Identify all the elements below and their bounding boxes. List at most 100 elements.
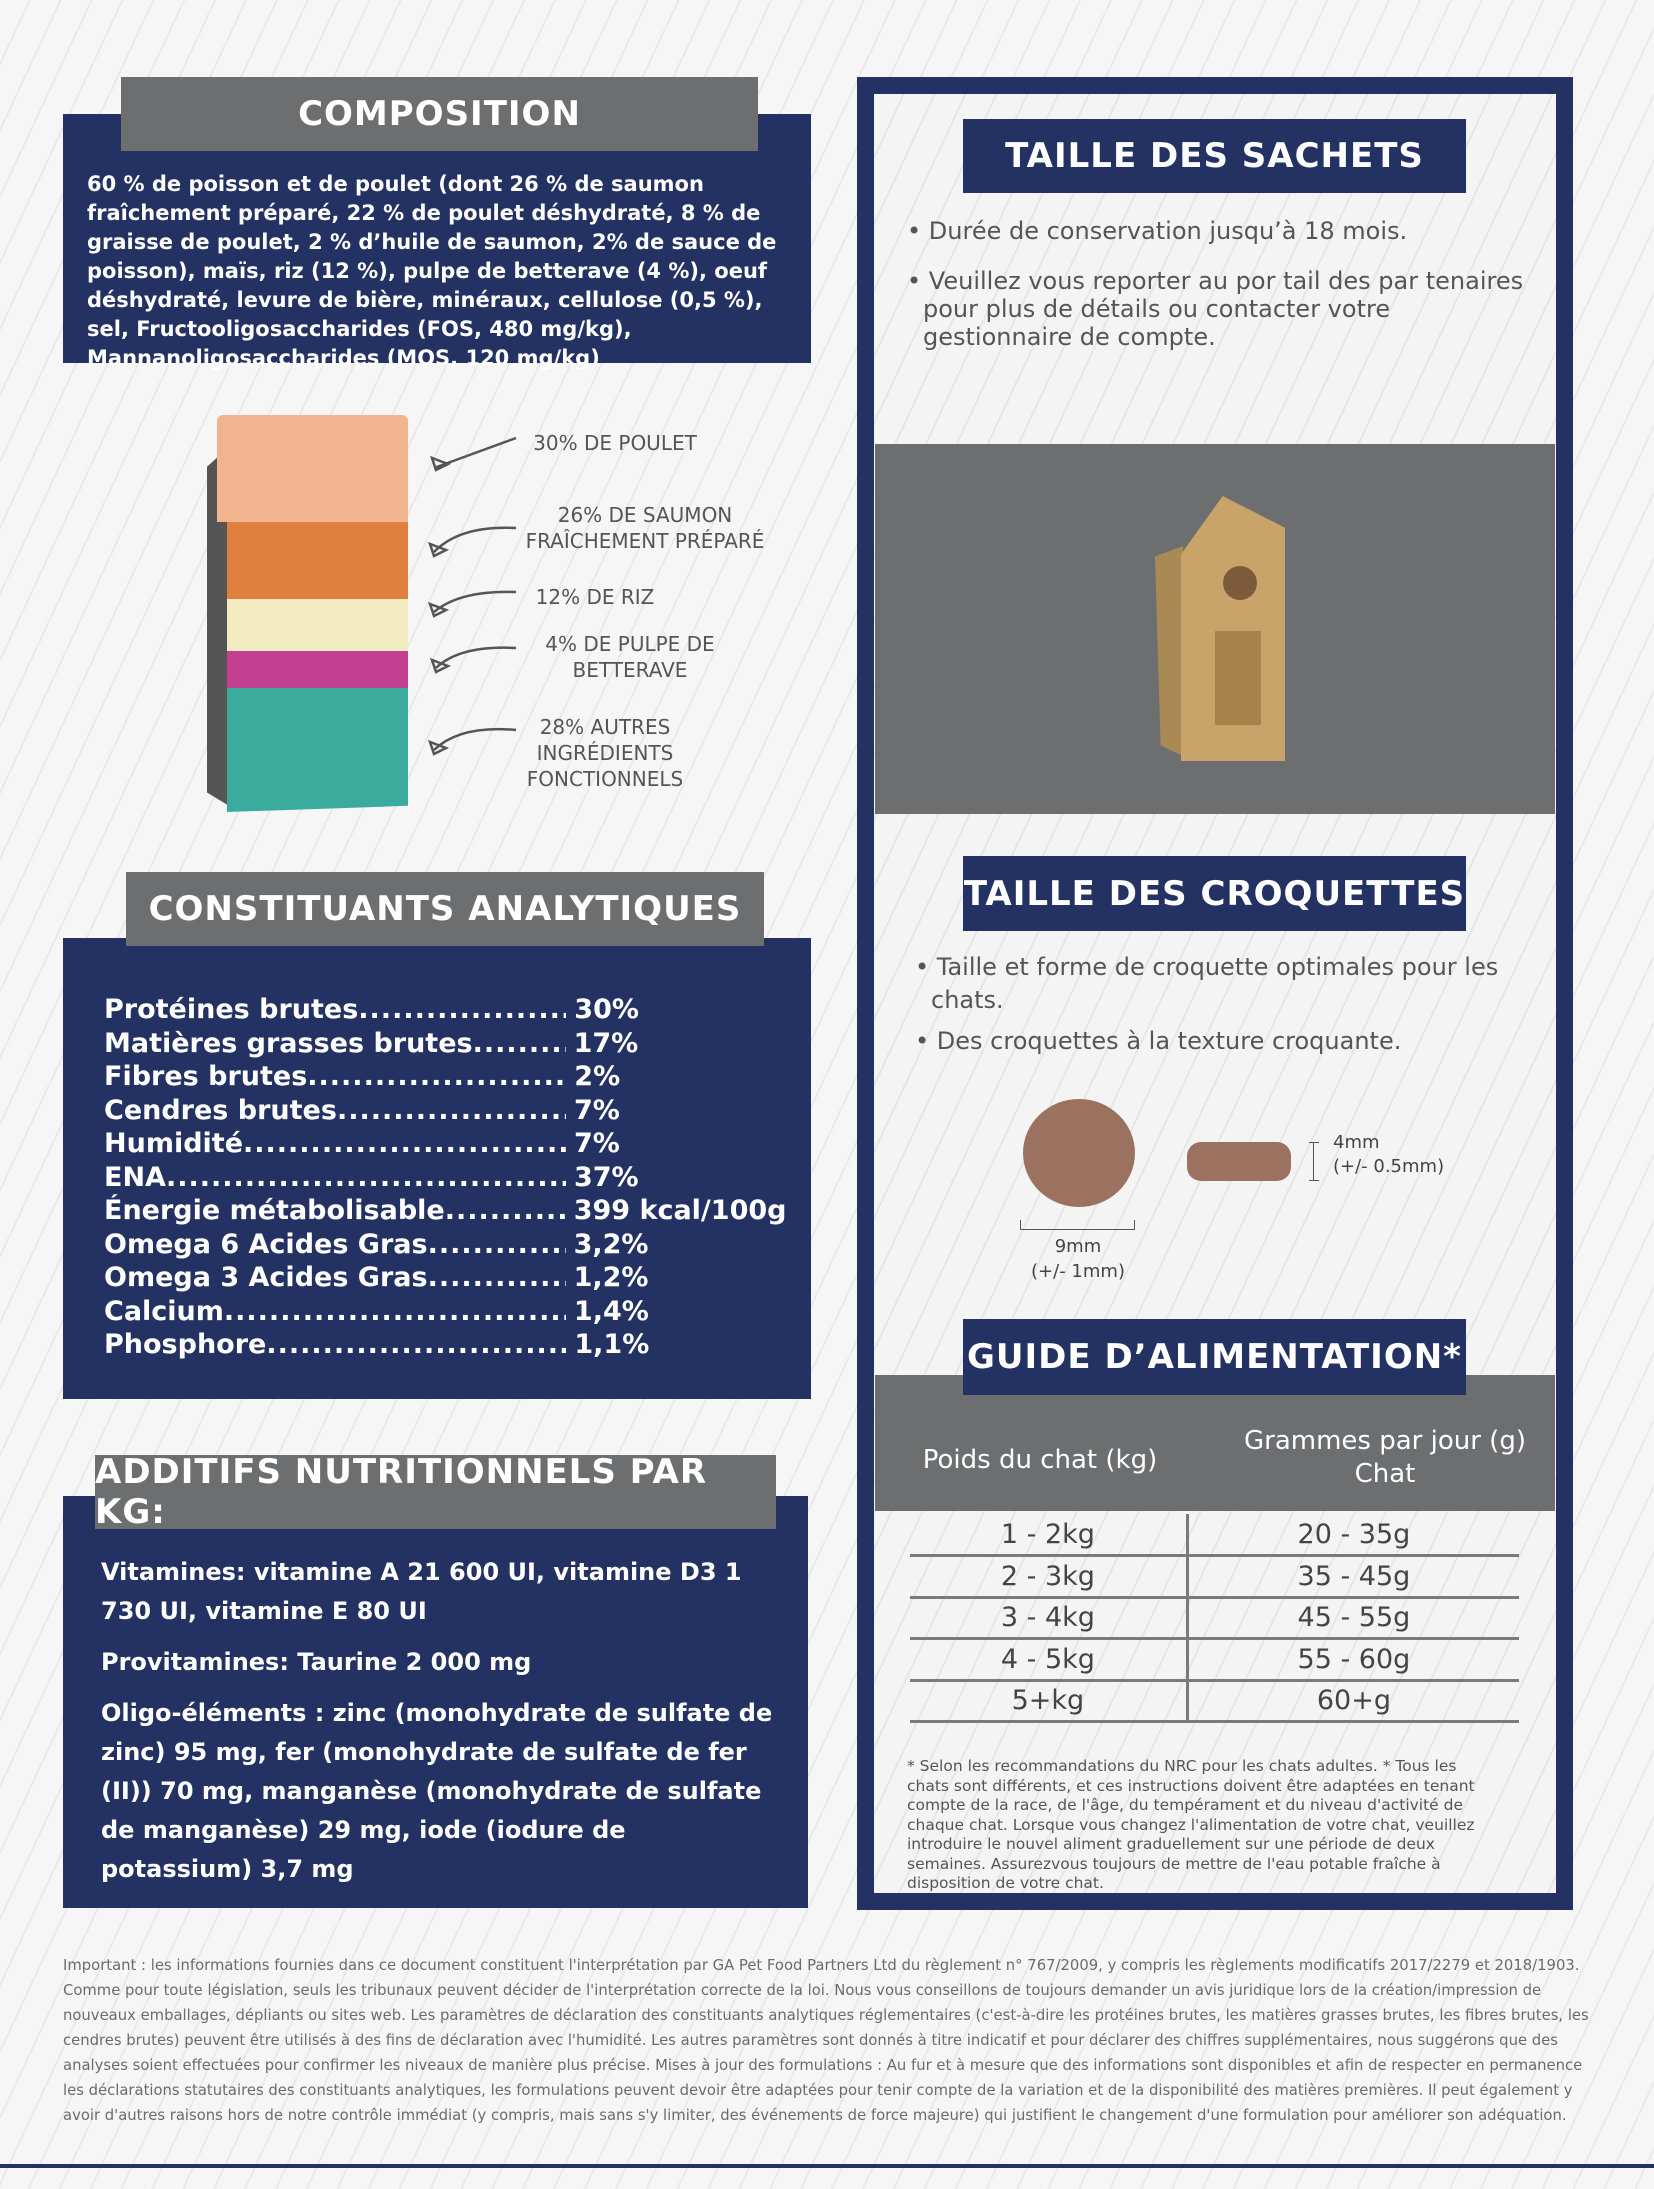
additifs-vitamines: Vitamines: vitamine A 21 600 UI, vitamin… xyxy=(101,1558,742,1625)
sachets-bullet: • Veuillez vous reporter au por tail des… xyxy=(907,267,1524,351)
constituant-row: Omega 3 Acides Gras ....................… xyxy=(104,1261,786,1295)
constituant-row: Fibres brutes ..........................… xyxy=(104,1060,786,1094)
weight-cell: 1 - 2kg xyxy=(910,1514,1189,1557)
constituant-row: Cendres brutes .........................… xyxy=(104,1094,786,1128)
grams-cell: 20 - 35g xyxy=(1187,1514,1519,1557)
guide-col-weight: Poids du chat (kg) xyxy=(922,1445,1158,1475)
dot-leader: ........................................… xyxy=(266,1329,566,1360)
thickness-marker xyxy=(1309,1142,1319,1181)
label-line: INGRÉDIENTS xyxy=(536,741,674,765)
constituant-value: 7% xyxy=(573,1094,620,1126)
guide-col-grams-line2: Chat xyxy=(1354,1459,1416,1489)
kibble-round xyxy=(1023,1099,1135,1207)
constituant-name: ENA xyxy=(104,1161,166,1193)
guide-title: GUIDE D’ALIMENTATION* xyxy=(963,1319,1466,1395)
additifs-panel: Vitamines: vitamine A 21 600 UI, vitamin… xyxy=(63,1496,808,1908)
bag-segment-autres xyxy=(227,688,408,812)
croquettes-bullet: • Des croquettes à la texture croquante. xyxy=(915,1027,1402,1055)
sachets-title: TAILLE DES SACHETS xyxy=(963,119,1466,193)
diameter-label: 9mm (+/- 1mm) xyxy=(1018,1234,1138,1284)
diameter-tolerance: (+/- 1mm) xyxy=(1031,1261,1125,1282)
constituant-row: Calcium ................................… xyxy=(104,1295,786,1329)
composition-text: 60 % de poisson et de poulet (dont 26 % … xyxy=(87,172,777,370)
kibble-side xyxy=(1187,1142,1291,1181)
bag-label-autres: 28% AUTRES INGRÉDIENTS FONCTIONNELS xyxy=(510,714,700,792)
croquettes-title: TAILLE DES CROQUETTES xyxy=(963,856,1466,931)
bag-label-saumon: 26% DE SAUMON FRAÎCHEMENT PRÉPARÉ xyxy=(510,502,780,554)
bag-label-poulet: 30% DE POULET xyxy=(520,430,710,456)
guide-row: 1 - 2kg 20 - 35g xyxy=(910,1514,1519,1557)
constituant-name: Protéines brutes xyxy=(104,994,359,1025)
constituant-value: 1,4% xyxy=(573,1295,649,1327)
label-line: 12% DE RIZ xyxy=(535,585,655,609)
constituant-row: Protéines brutes .......................… xyxy=(104,993,786,1027)
constituant-row: Matières grasses brutes ................… xyxy=(104,1027,786,1061)
diameter-value: 9mm xyxy=(1054,1236,1102,1257)
weight-cell: 3 - 4kg xyxy=(910,1597,1189,1640)
label-line: FRAÎCHEMENT PRÉPARÉ xyxy=(525,529,765,553)
label-line: FONCTIONNELS xyxy=(526,767,684,791)
constituants-panel: Protéines brutes .......................… xyxy=(63,938,811,1399)
weight-cell: 5+kg xyxy=(910,1680,1189,1723)
dot-leader: ........................................… xyxy=(427,1228,566,1260)
bag-arrows xyxy=(427,436,517,756)
thickness-value: 4mm xyxy=(1333,1132,1380,1153)
guide-table-header: Poids du chat (kg) Grammes par jour (g) C… xyxy=(875,1375,1555,1511)
grams-cell: 45 - 55g xyxy=(1187,1597,1519,1640)
constituants-list: Protéines brutes .......................… xyxy=(63,993,786,1362)
grams-cell: 60+g xyxy=(1187,1680,1519,1723)
constituant-row: Énergie métabolisable ..................… xyxy=(104,1194,786,1228)
grams-cell: 35 - 45g xyxy=(1187,1555,1519,1599)
constituant-value: 399 kcal/100g xyxy=(573,1195,787,1226)
composition-title: COMPOSITION xyxy=(121,77,758,151)
dot-leader: ........................................… xyxy=(165,1161,566,1193)
guide-row: 5+kg 60+g xyxy=(910,1680,1519,1723)
croquettes-bullet: • Taille et forme de croquette optimales… xyxy=(915,953,1499,1014)
bag-segment-betterave xyxy=(227,651,408,688)
additifs-oligo: Oligo-éléments : zinc (monohydrate de su… xyxy=(101,1699,773,1883)
bag-segment-saumon xyxy=(227,522,408,599)
additifs-provitamines: Provitamines: Taurine 2 000 mg xyxy=(101,1648,532,1676)
constituant-name: Omega 6 Acides Gras xyxy=(104,1228,428,1260)
constituant-name: Matières grasses brutes xyxy=(104,1027,473,1059)
bag-segment-riz xyxy=(227,599,408,651)
constituant-name: Fibres brutes xyxy=(104,1061,308,1092)
label-line: 26% DE SAUMON xyxy=(557,503,733,527)
additifs-title: ADDITIFS NUTRITIONNELS PAR KG: xyxy=(95,1452,776,1532)
constituant-value: 2% xyxy=(574,1061,621,1092)
label-line: BETTERAVE xyxy=(572,658,688,682)
label-line: 30% DE POULET xyxy=(533,431,697,455)
arrow-icon xyxy=(433,526,517,553)
dot-leader: ........................................… xyxy=(336,1094,566,1126)
bottom-rule xyxy=(0,2164,1654,2168)
guide-col-grams: Grammes par jour (g) Chat xyxy=(1215,1425,1555,1491)
constituant-name: Phosphore xyxy=(104,1329,267,1360)
guide-row: 3 - 4kg 45 - 55g xyxy=(910,1597,1519,1640)
sachets-bullet: • Durée de conservation jusqu’à 18 mois. xyxy=(907,217,1408,245)
constituant-name: Cendres brutes xyxy=(104,1094,337,1126)
constituant-name: Humidité xyxy=(104,1128,244,1159)
product-bag-image xyxy=(1155,496,1285,761)
dot-leader: ........................................… xyxy=(358,994,567,1025)
constituants-title: CONSTITUANTS ANALYTIQUES xyxy=(126,872,764,946)
guide-row: 4 - 5kg 55 - 60g xyxy=(910,1638,1519,1682)
croquettes-bullets: • Taille et forme de croquette optimales… xyxy=(915,951,1515,1055)
bag-label-betterave: 4% DE PULPE DE BETTERAVE xyxy=(530,631,730,683)
constituant-value: 37% xyxy=(573,1161,639,1193)
constituant-row: ENA ....................................… xyxy=(104,1161,786,1195)
bag-segment-poulet xyxy=(217,415,408,522)
constituant-row: Humidité ...............................… xyxy=(104,1127,786,1161)
bag-label-riz: 12% DE RIZ xyxy=(530,584,660,610)
dot-leader: ........................................… xyxy=(307,1061,567,1092)
guide-col-grams-line1: Grammes par jour (g) xyxy=(1244,1426,1526,1456)
constituant-value: 3,2% xyxy=(573,1228,649,1260)
guide-table: 1 - 2kg 20 - 35g 2 - 3kg 35 - 45g 3 - 4kg 45 … xyxy=(910,1514,1519,1723)
weight-cell: 2 - 3kg xyxy=(910,1555,1189,1599)
constituant-value: 1,2% xyxy=(573,1262,649,1293)
constituant-row: Phosphore ..............................… xyxy=(104,1328,786,1362)
grams-cell: 55 - 60g xyxy=(1187,1638,1519,1682)
thickness-tolerance: (+/- 0.5mm) xyxy=(1333,1156,1445,1177)
constituant-value: 17% xyxy=(573,1027,639,1059)
sachets-bullets: • Durée de conservation jusqu’à 18 mois.… xyxy=(907,217,1537,351)
dot-leader: ........................................… xyxy=(444,1195,566,1226)
